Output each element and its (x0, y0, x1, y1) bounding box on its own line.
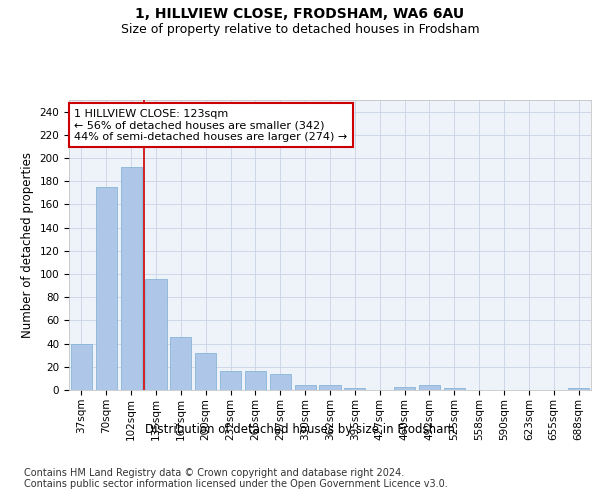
Bar (270, 374, 291, 390)
Bar (170, 336, 191, 390)
Text: Size of property relative to detached houses in Frodsham: Size of property relative to detached ho… (121, 22, 479, 36)
Bar (568, 388, 589, 390)
Bar (245, 372, 266, 390)
Bar (220, 372, 241, 390)
Bar (344, 388, 365, 390)
Text: Contains HM Land Registry data © Crown copyright and database right 2024.
Contai: Contains HM Land Registry data © Crown c… (24, 468, 448, 489)
Bar (319, 386, 341, 390)
Bar (121, 168, 142, 390)
Text: 1, HILLVIEW CLOSE, FRODSHAM, WA6 6AU: 1, HILLVIEW CLOSE, FRODSHAM, WA6 6AU (136, 8, 464, 22)
Bar (145, 278, 167, 390)
Bar (71, 344, 92, 390)
Bar (195, 353, 216, 390)
Text: 1 HILLVIEW CLOSE: 123sqm
← 56% of detached houses are smaller (342)
44% of semi-: 1 HILLVIEW CLOSE: 123sqm ← 56% of detach… (74, 108, 347, 142)
Bar (444, 388, 465, 390)
Bar (96, 187, 117, 390)
Text: Distribution of detached houses by size in Frodsham: Distribution of detached houses by size … (145, 422, 455, 436)
Bar (394, 386, 415, 390)
Bar (295, 386, 316, 390)
Bar (419, 386, 440, 390)
Y-axis label: Number of detached properties: Number of detached properties (21, 152, 34, 338)
